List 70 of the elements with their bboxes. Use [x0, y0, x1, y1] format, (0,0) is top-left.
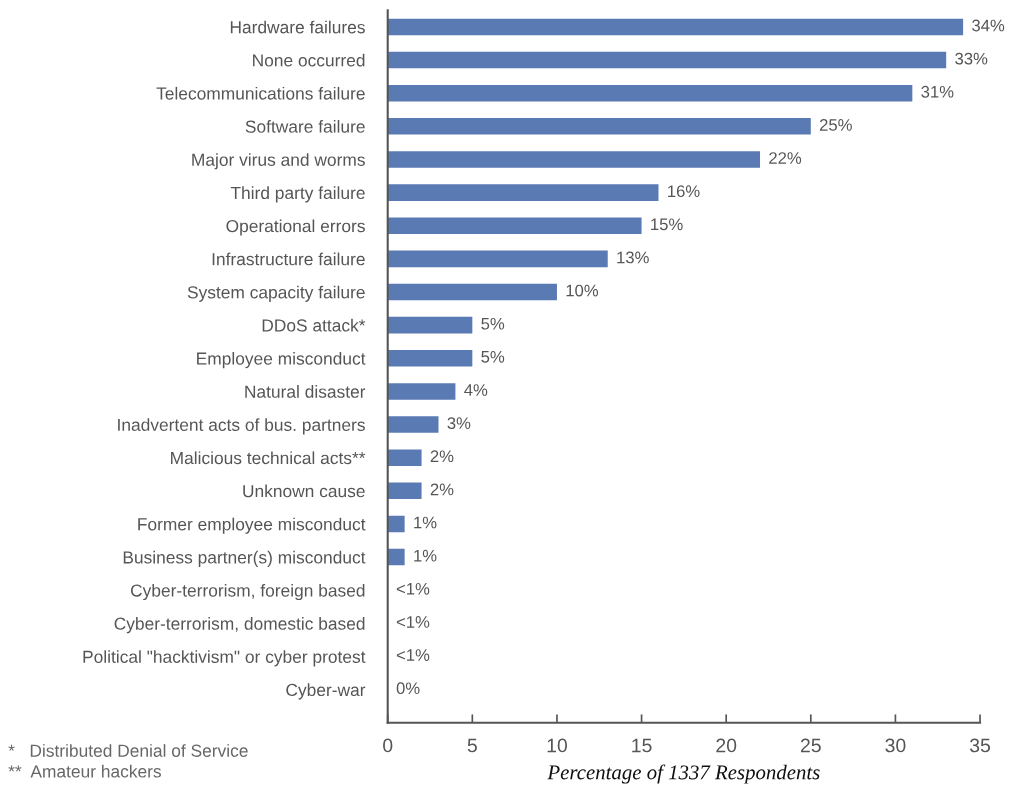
x-tick-label: 20	[716, 738, 737, 753]
y-tick-label: Unknown cause	[243, 484, 365, 498]
y-tick-label: Political "hacktivism" or cyber protest	[83, 650, 366, 667]
bar	[387, 449, 422, 466]
data-label: 34%	[972, 19, 1005, 32]
y-tick-label: Telecommunications failure	[156, 86, 365, 100]
y-tick-label: Employee misconduct	[197, 351, 366, 369]
data-label: 2%	[430, 450, 454, 463]
bar	[387, 515, 405, 533]
data-label: 31%	[921, 85, 954, 98]
data-label: 33%	[955, 52, 988, 65]
x-tick-label: 30	[885, 738, 906, 753]
data-label: 25%	[819, 119, 852, 131]
y-tick-label: None occurred	[253, 53, 365, 67]
x-tick-label: 35	[969, 738, 991, 753]
x-tick-label: 15	[632, 738, 652, 753]
y-tick-label: Infrastructure failure	[212, 252, 365, 266]
bar	[387, 316, 473, 334]
y-tick-label: Hardware failures	[230, 20, 365, 34]
data-label: 5%	[481, 317, 505, 330]
bar	[387, 349, 473, 367]
text: ** Amateur hackers	[8, 764, 161, 778]
y-tick-label: Inadvertent acts of bus. partners	[118, 418, 365, 435]
x-tick-label: 5	[467, 738, 477, 753]
y-tick-label: System capacity failure	[187, 285, 365, 302]
bar	[387, 217, 642, 235]
data-label: 16%	[668, 185, 700, 198]
text: <1%	[396, 649, 430, 661]
text: <1%	[396, 616, 430, 628]
bar	[387, 482, 422, 500]
y-tick-label: Cyber-terrorism, domestic based	[114, 617, 365, 634]
y-tick-label: Operational errors	[226, 219, 365, 236]
x-tick-label: 10	[547, 738, 567, 753]
y-tick-label: Major virus and worms	[192, 153, 365, 170]
data-label: 2%	[430, 483, 454, 496]
data-label: 10%	[566, 284, 599, 297]
y-tick-label: Cyber-terrorism, foreign based	[130, 583, 365, 601]
data-label: 1%	[414, 549, 437, 562]
bar	[387, 548, 405, 566]
y-tick-label: Business partner(s) misconduct	[123, 550, 366, 567]
y-tick-label: Software failure	[245, 120, 365, 133]
data-label: 15%	[651, 218, 683, 231]
bar	[387, 18, 964, 36]
data-label: 1%	[414, 516, 437, 529]
bar	[387, 416, 439, 433]
y-tick-label: Former employee misconduct	[138, 517, 366, 534]
bar	[387, 383, 456, 400]
y-tick-label: Third party failure	[230, 186, 365, 203]
y-tick-label: DDoS attack*	[262, 318, 366, 332]
y-tick-label: Natural disaster	[245, 385, 366, 398]
bar	[387, 283, 557, 301]
bar	[387, 51, 947, 69]
y-tick-label: Malicious technical acts**	[171, 451, 366, 465]
x-tick-label: 0	[383, 738, 393, 753]
bar	[387, 118, 811, 135]
y-tick-label: Cyber-war	[286, 683, 366, 700]
data-label: 13%	[617, 251, 649, 264]
data-label: 22%	[769, 152, 802, 164]
x-axis-title: Percentage of 1337 Respondents	[547, 764, 820, 784]
bar	[387, 84, 913, 102]
bar	[387, 151, 761, 168]
data-label: 3%	[447, 417, 471, 430]
data-label: 0%	[396, 682, 420, 695]
text: <1%	[396, 582, 430, 595]
x-tick-label: 25	[800, 738, 821, 753]
bar	[387, 250, 608, 268]
bar	[387, 184, 659, 201]
text: * Distributed Denial of Service	[8, 744, 248, 757]
data-label: 4%	[464, 384, 488, 396]
data-label: 5%	[481, 351, 505, 363]
